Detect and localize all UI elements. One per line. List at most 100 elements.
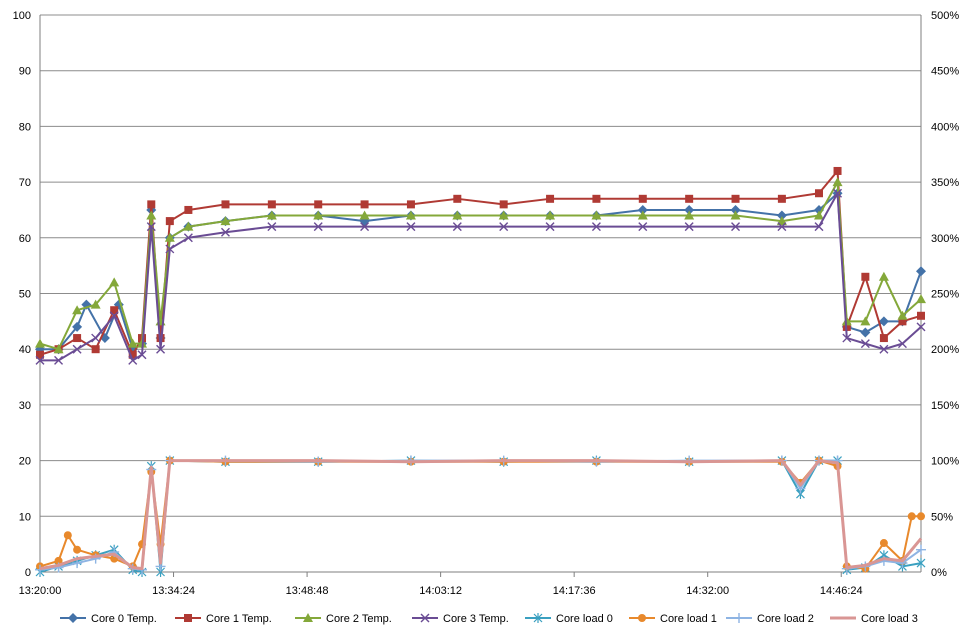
data-point (878, 316, 889, 327)
data-point (916, 294, 926, 304)
y-tick-label-right: 0% (931, 567, 947, 579)
tick-labels: 0 10 20 30 40 50 60 70 80 90 100 0% 50% 100% 150% 200% 2… (13, 10, 960, 597)
y-tick-label-right: 450% (931, 66, 959, 78)
y-tick-label-right: 150% (931, 400, 959, 412)
x-tick-label: 13:34:24 (152, 585, 195, 597)
data-point (545, 222, 555, 232)
data-point (592, 194, 601, 203)
y-tick-label-left: 50 (19, 289, 31, 301)
data-point (359, 210, 370, 220)
data-point (72, 305, 83, 315)
data-point (813, 210, 824, 220)
data-point (35, 338, 45, 348)
series-line-2 (39, 169, 922, 356)
data-point (499, 200, 508, 209)
y-tick-label-left: 0 (25, 567, 31, 579)
data-point (916, 558, 926, 569)
data-point (907, 512, 916, 521)
data-point (897, 339, 907, 349)
legend-label: Core load 3 (861, 613, 918, 625)
data-point (879, 344, 889, 354)
data-point (452, 210, 463, 220)
data-point (313, 222, 323, 232)
legend-entry: Core 2 Temp. (295, 613, 392, 625)
data-point (731, 194, 740, 203)
data-point (637, 210, 648, 220)
legend-entry: Core load 1 (629, 613, 717, 625)
y-tick-label-right: 250% (931, 289, 959, 301)
data-point (916, 322, 926, 332)
legend-entry: Core 0 Temp. (60, 613, 157, 625)
legend-label: Core load 0 (556, 613, 613, 625)
data-point (861, 272, 870, 281)
legend-entry: Core load 0 (525, 613, 613, 625)
data-point (833, 166, 842, 175)
data-point (360, 200, 369, 209)
data-point (137, 350, 147, 360)
data-point (147, 200, 156, 209)
y-tick-label-left: 10 (19, 511, 31, 523)
x-tick-label: 14:32:00 (686, 585, 729, 597)
y-tick-label-left: 100 (13, 10, 31, 22)
legend-label: Core 2 Temp. (326, 613, 392, 625)
y-tick-label-right: 50% (931, 511, 953, 523)
series-line-1 (40, 192, 922, 351)
data-point (220, 227, 230, 237)
y-tick-label-left: 60 (19, 233, 31, 245)
y-tick-label-left: 90 (19, 66, 31, 78)
legend-label: Core load 2 (757, 613, 814, 625)
data-point (220, 216, 231, 226)
x-tick-label: 13:48:48 (286, 585, 329, 597)
data-point (916, 544, 926, 555)
data-point (684, 222, 694, 232)
data-point (313, 210, 324, 220)
legend: Core 0 Temp. Core 1 Temp. Core 2 Temp. Core… (60, 613, 918, 625)
data-point (109, 311, 119, 321)
data-point (730, 204, 741, 215)
data-point (91, 333, 101, 343)
data-point (684, 204, 695, 215)
y-tick-label-right: 350% (931, 177, 959, 189)
legend-marker (303, 613, 313, 622)
data-point (146, 222, 156, 232)
data-point (917, 512, 925, 521)
data-point (90, 299, 101, 309)
data-point (833, 188, 843, 198)
series-lines (35, 166, 926, 577)
data-point (684, 210, 695, 220)
data-point (127, 338, 138, 348)
data-point (776, 216, 787, 226)
data-point (499, 222, 509, 232)
legend-marker (184, 614, 192, 622)
series-line-7 (39, 459, 922, 571)
y-tick-label-left: 30 (19, 400, 31, 412)
data-point (730, 210, 741, 220)
data-point (814, 222, 824, 232)
data-point (814, 189, 823, 198)
data-point (266, 210, 277, 220)
data-point (53, 344, 64, 354)
data-point (164, 232, 175, 242)
data-point (221, 200, 230, 209)
data-point (545, 210, 556, 220)
data-point (841, 316, 852, 326)
legend-marker (68, 613, 78, 623)
data-point (546, 194, 555, 203)
y-tick-label-left: 20 (19, 456, 31, 468)
data-point (860, 339, 870, 349)
data-point (637, 204, 648, 215)
data-point (54, 355, 64, 365)
data-point (72, 321, 83, 332)
data-point (638, 194, 647, 203)
data-point (776, 210, 787, 221)
data-point (72, 344, 82, 354)
data-point (267, 200, 276, 209)
axes (39, 15, 922, 577)
data-point (267, 222, 277, 232)
legend-label: Core 0 Temp. (91, 613, 157, 625)
data-point (165, 244, 175, 254)
legend-marker (638, 614, 646, 622)
legend-label: Core load 1 (660, 613, 717, 625)
